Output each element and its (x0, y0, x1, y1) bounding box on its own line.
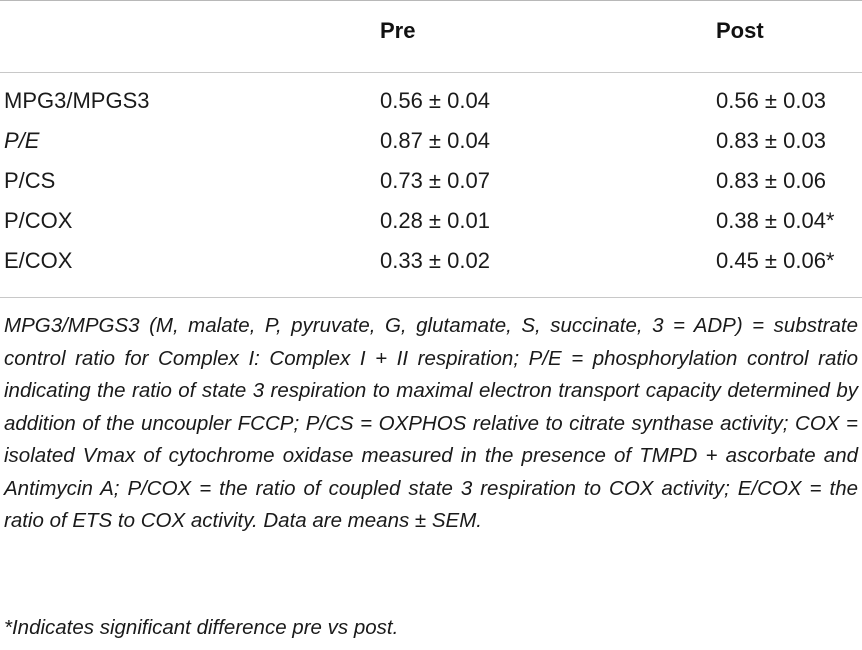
pre-value: 0.33 ± 0.02 (380, 248, 490, 273)
significance-footnote: *Indicates significant difference pre vs… (4, 616, 399, 639)
abbreviations-footnote: MPG3/MPGS3 (M, malate, P, pyruvate, G, g… (4, 314, 858, 532)
table-row: P/E 0.87 ± 0.04 0.83 ± 0.03 (0, 125, 862, 165)
table-row: E/COX 0.33 ± 0.02 0.45 ± 0.06* (0, 245, 862, 285)
row-label: P/CS (4, 168, 56, 193)
table-row: P/COX 0.28 ± 0.01 0.38 ± 0.04* (0, 205, 862, 245)
post-value: 0.56 ± 0.03 (716, 88, 826, 113)
row-label: P/COX (4, 208, 73, 233)
table-row: P/CS 0.73 ± 0.07 0.83 ± 0.06 (0, 165, 862, 205)
header-pre: Pre (380, 18, 416, 43)
pre-value: 0.28 ± 0.01 (380, 208, 490, 233)
table-top-rule (0, 0, 862, 1)
table-row: MPG3/MPGS3 0.56 ± 0.04 0.56 ± 0.03 (0, 85, 862, 125)
post-value: 0.45 ± 0.06* (716, 248, 835, 273)
header-post: Post (716, 18, 764, 43)
table-bottom-rule (0, 297, 862, 298)
header-rule (0, 72, 862, 73)
pre-value: 0.73 ± 0.07 (380, 168, 490, 193)
row-label: E/COX (4, 248, 73, 273)
post-value: 0.83 ± 0.06 (716, 168, 826, 193)
pre-value: 0.56 ± 0.04 (380, 88, 490, 113)
pre-value: 0.87 ± 0.04 (380, 128, 490, 153)
row-label: MPG3/MPGS3 (4, 88, 150, 113)
row-label: P/E (4, 128, 40, 153)
post-value: 0.38 ± 0.04* (716, 208, 835, 233)
post-value: 0.83 ± 0.03 (716, 128, 826, 153)
